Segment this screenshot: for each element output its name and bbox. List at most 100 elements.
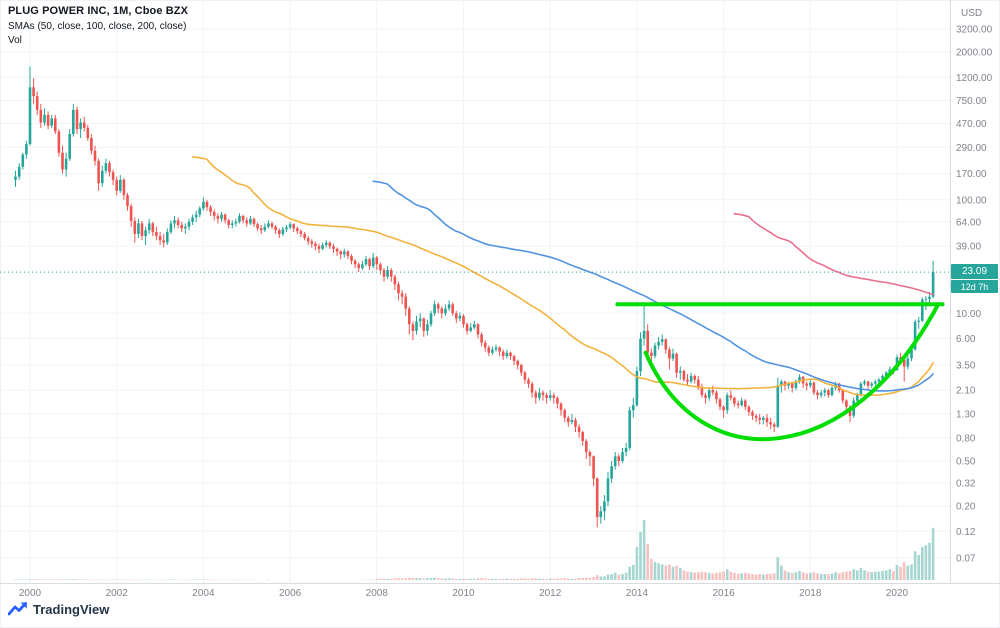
cup-arc-curve[interactable]: [643, 302, 941, 442]
volume-bar: [393, 578, 397, 580]
volume-bar: [632, 565, 635, 580]
volume-bar: [657, 563, 660, 580]
volume-bar: [801, 572, 805, 580]
candle-body: [299, 231, 303, 234]
time-tick-label[interactable]: 2004: [192, 588, 215, 599]
volume-bar: [913, 551, 917, 580]
time-tick-label[interactable]: 2018: [799, 588, 822, 599]
volume-bar: [599, 576, 603, 580]
candle-body: [386, 270, 389, 277]
time-tick-label[interactable]: 2002: [106, 588, 129, 599]
price-tick-label[interactable]: 3200.00: [956, 25, 993, 36]
candle-body: [32, 87, 35, 97]
candle-body: [762, 417, 765, 420]
candle-body: [693, 376, 696, 380]
candle-body: [787, 383, 790, 386]
candle-body: [436, 304, 440, 309]
candle-body: [28, 87, 32, 144]
candle-body: [82, 122, 86, 128]
price-tick-label[interactable]: 0.20: [956, 502, 976, 513]
time-tick-label[interactable]: 2012: [539, 588, 562, 599]
candle-body: [520, 365, 523, 373]
price-tick-label[interactable]: 170.00: [956, 169, 987, 180]
candle-body: [744, 400, 747, 407]
indicator-legend-volume[interactable]: Vol: [8, 35, 22, 46]
candle-body: [397, 284, 400, 294]
volume-bar: [592, 577, 595, 580]
volume-bar: [650, 559, 653, 580]
drawing-layer[interactable]: [615, 302, 945, 442]
time-tick-label[interactable]: 2008: [366, 588, 389, 599]
price-tick-label[interactable]: 100.00: [956, 195, 987, 206]
price-tick-label[interactable]: 64.00: [956, 217, 981, 228]
candle-body: [346, 251, 350, 256]
candle-body: [570, 419, 574, 423]
time-tick-label[interactable]: 2000: [19, 588, 42, 599]
price-tick-label[interactable]: 39.00: [956, 242, 981, 253]
price-tick-label[interactable]: 2.10: [956, 386, 976, 397]
candle-body: [523, 372, 527, 380]
sma-200-line: [733, 212, 934, 296]
price-tick-label[interactable]: 2000.00: [956, 48, 993, 59]
candle-body: [830, 387, 834, 396]
candle-body: [137, 223, 140, 234]
candle-body: [379, 264, 382, 271]
candle-body: [650, 352, 653, 357]
price-tick-label[interactable]: 0.50: [956, 457, 976, 468]
candle-body: [122, 179, 126, 196]
candle-body: [285, 227, 288, 230]
volume-bar: [548, 578, 552, 580]
volume-bar: [577, 578, 581, 580]
candle-body: [581, 432, 584, 441]
time-tick-label[interactable]: 2010: [452, 588, 475, 599]
volume-bar: [552, 578, 556, 580]
price-tick-label[interactable]: 0.32: [956, 479, 976, 490]
volume-bar: [830, 573, 834, 580]
volume-bar: [646, 544, 649, 580]
price-tick-label[interactable]: 290.00: [956, 143, 987, 154]
volume-bar: [881, 571, 884, 580]
candle-body: [249, 218, 252, 224]
volume-bar: [556, 578, 559, 580]
candle-body: [483, 342, 487, 348]
volume-bar: [729, 571, 733, 580]
candle-body: [278, 230, 281, 234]
volume-bar: [837, 573, 841, 580]
volume-bar: [693, 572, 696, 580]
candle-body: [603, 501, 606, 512]
price-tick-label[interactable]: 1200.00: [956, 73, 993, 84]
candle-body: [176, 220, 180, 225]
time-tick-label[interactable]: 2014: [626, 588, 649, 599]
time-tick-label[interactable]: 2016: [712, 588, 735, 599]
candle-body: [422, 318, 426, 331]
candle-body: [552, 395, 556, 398]
candle-body: [697, 379, 700, 388]
axis-layer[interactable]: 3200.00 2000.00 1200.00 750.00 470.00 290.00 1…: [0, 0, 1000, 599]
price-tick-label[interactable]: 0.07: [956, 553, 976, 564]
symbol-title[interactable]: PLUG POWER INC, 1M, Cboe BZX: [8, 5, 189, 17]
price-tick-label[interactable]: 3.50: [956, 361, 976, 372]
price-tick-label[interactable]: 0.12: [956, 527, 976, 538]
volume-bar: [545, 578, 548, 580]
volume-bar: [910, 564, 913, 580]
price-tick-label[interactable]: 750.00: [956, 96, 987, 107]
time-tick-label[interactable]: 2020: [886, 588, 909, 599]
candle-body: [93, 150, 97, 161]
candle-body: [595, 478, 599, 518]
price-tick-label[interactable]: 6.00: [956, 334, 976, 345]
candle-body: [426, 324, 429, 331]
price-tick-label[interactable]: 0.80: [956, 433, 976, 444]
indicator-legend-smas[interactable]: SMAs (50, close, 100, close, 200, close): [8, 21, 187, 32]
price-tick-label[interactable]: 10.00: [956, 309, 981, 320]
candle-body: [205, 201, 209, 208]
price-tick-label[interactable]: 470.00: [956, 119, 987, 130]
candle-body: [491, 349, 494, 353]
candle-body: [913, 321, 917, 350]
candle-body: [408, 308, 411, 325]
time-tick-label[interactable]: 2006: [279, 588, 302, 599]
candle-body: [17, 166, 21, 177]
price-tick-label[interactable]: 1.30: [956, 409, 976, 420]
candle-body: [50, 118, 53, 126]
tradingview-logo[interactable]: TradingView: [8, 601, 109, 617]
